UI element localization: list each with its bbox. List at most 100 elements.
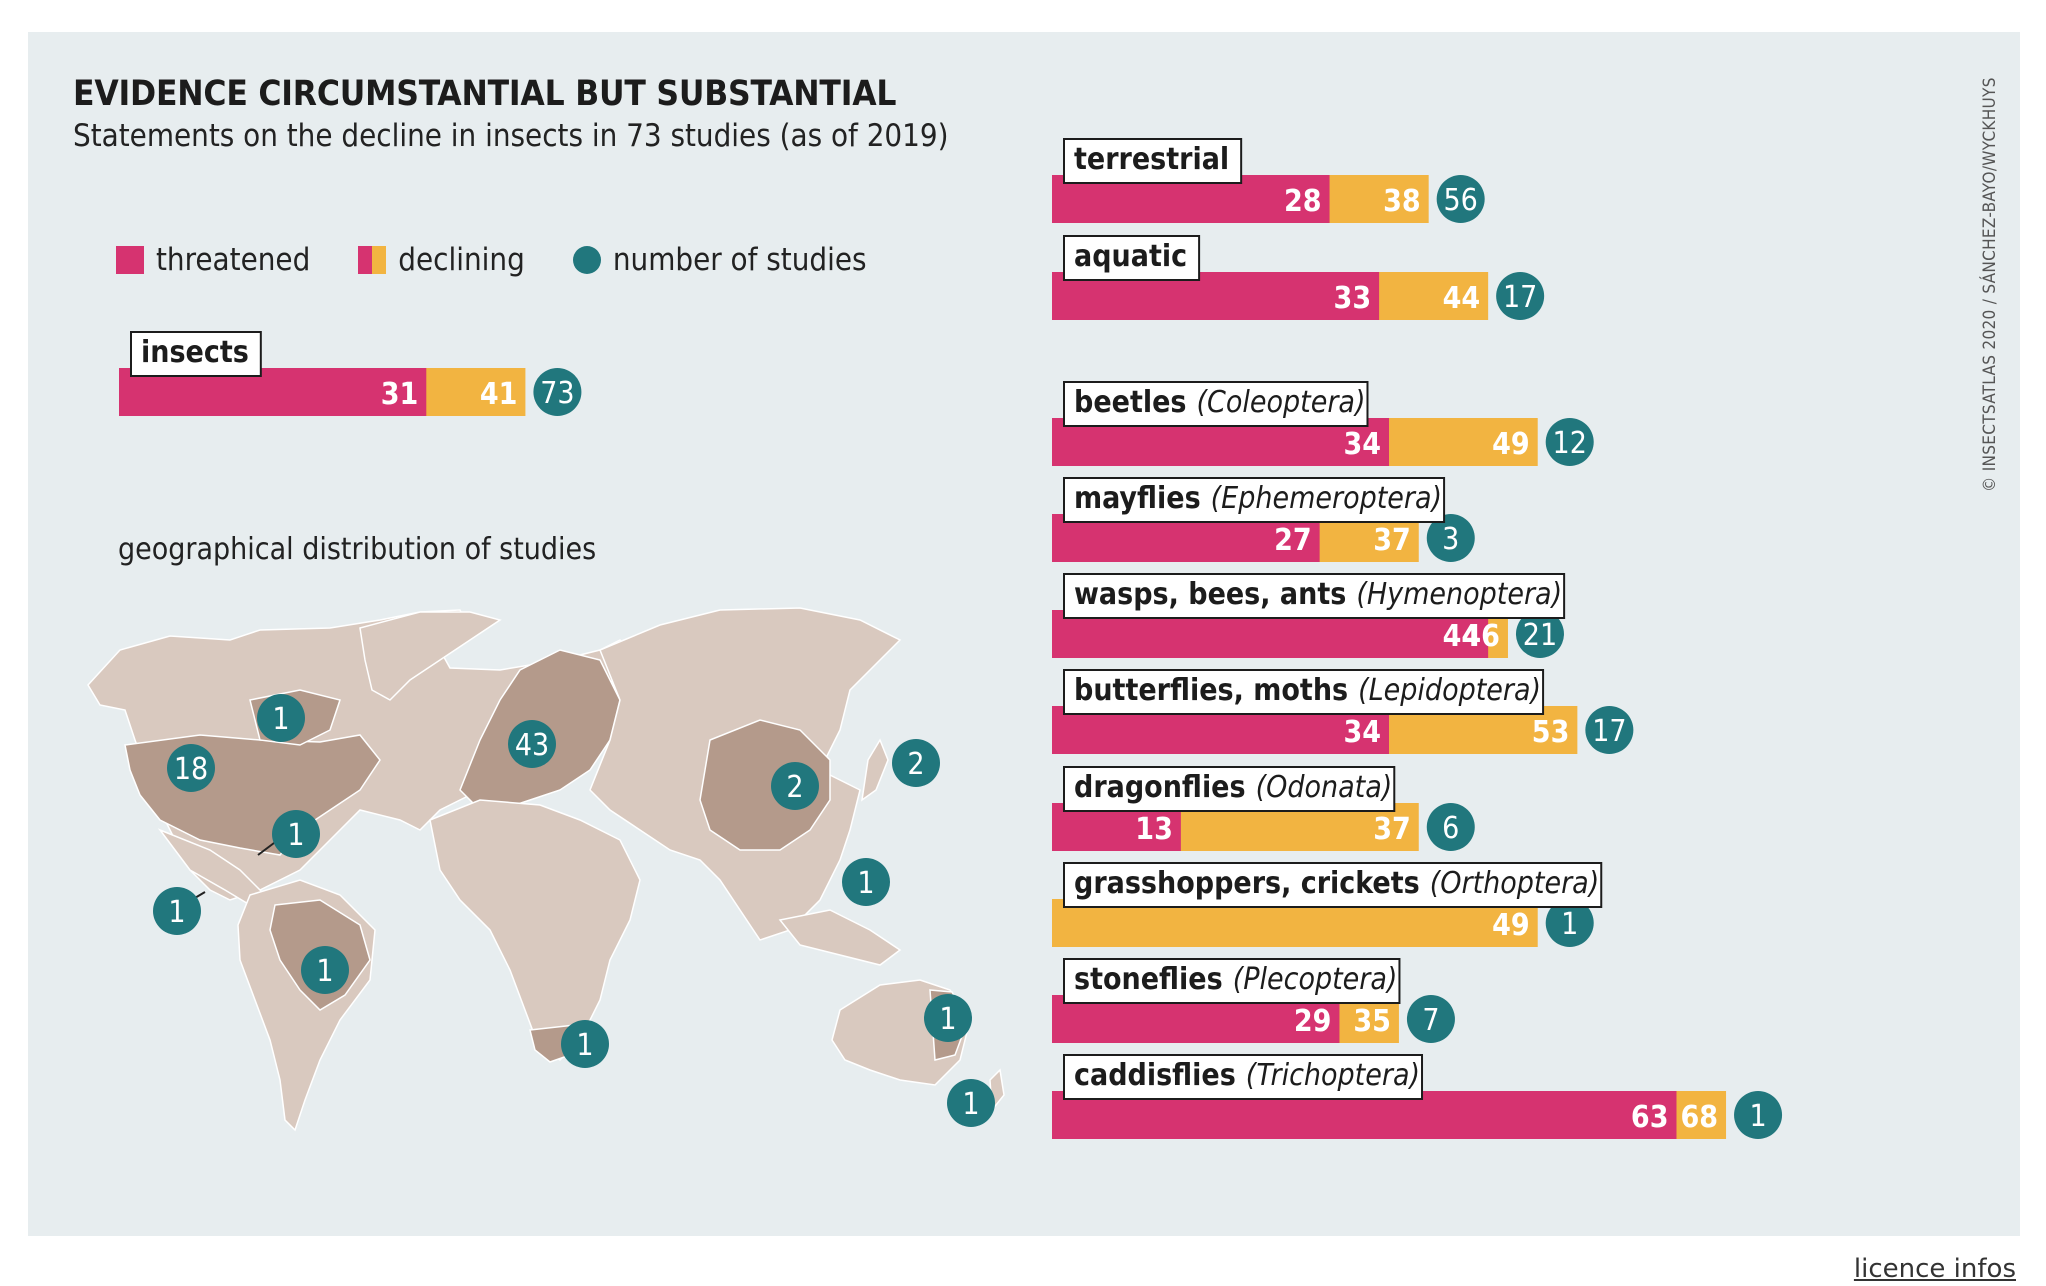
category-latin: (Coleoptera) [1196, 385, 1365, 420]
bar-threatened-label: 31 [381, 377, 419, 412]
category-label-box [1063, 862, 1603, 908]
category-label-box [1063, 381, 1369, 427]
map-japan [860, 738, 889, 802]
category-name: dragonflies [1074, 770, 1246, 805]
category-label: wasps, bees, ants (Hymenoptera) [1074, 577, 1562, 612]
map-marker-count: 1 [272, 702, 289, 737]
chart-title: EVIDENCE CIRCUMSTANTIAL BUT SUBSTANTIAL [73, 74, 897, 114]
category-label-box [1063, 138, 1243, 184]
map-marker-dot [842, 858, 890, 906]
category-label-box [1063, 669, 1545, 715]
map-marker-dot [771, 762, 819, 810]
map-marker-count: 1 [287, 818, 304, 853]
map-marker-dot [153, 887, 201, 935]
legend-studies-dot [572, 246, 601, 274]
category-label: beetles (Coleoptera) [1074, 385, 1365, 420]
bar-declining-label: 41 [480, 377, 518, 412]
map-usa [124, 734, 381, 856]
category-latin: (Plecoptera) [1233, 962, 1398, 997]
category-latin: (Orthoptera) [1430, 866, 1600, 901]
legend-threatened-swatch [116, 246, 144, 274]
map-marker-count: 1 [168, 895, 185, 930]
category-latin: (Trichoptera) [1246, 1058, 1420, 1093]
studies-dot [1734, 1091, 1783, 1139]
category-label: grasshoppers, crickets (Orthoptera) [1074, 866, 1599, 901]
licence-link[interactable]: licence infos [1853, 1254, 2016, 1284]
category-latin: (Odonata) [1256, 770, 1393, 805]
studies-dot [1426, 803, 1475, 851]
bar-threatened-label: 34 [1343, 715, 1381, 750]
map-marker-count: 1 [857, 866, 874, 901]
category-label: aquatic [1074, 239, 1187, 274]
studies-dot [1515, 610, 1564, 658]
map-marker-count: 1 [962, 1087, 979, 1122]
studies-dot [1545, 899, 1594, 947]
studies-count: 7 [1422, 1003, 1439, 1038]
map-marker-southeast-asia: 1 [842, 858, 890, 906]
chart-subtitle: Statements on the decline in insects in … [73, 118, 949, 154]
category-name: caddisflies [1074, 1058, 1236, 1093]
map-marker-europe: 43 [508, 720, 556, 768]
studies-count: 6 [1442, 811, 1459, 846]
bar-row-aquatic: 33 44 17 aquatic [1052, 235, 1545, 320]
bar-row-caddisflies: 63 68 1 caddisflies (Trichoptera) [1052, 1054, 1783, 1139]
legend-studies-label: number of studies [612, 242, 867, 278]
category-name: wasps, bees, ants [1074, 577, 1346, 612]
category-label-box [130, 331, 262, 377]
bar-declining-label: 44 [1443, 281, 1481, 316]
studies-count: 3 [1442, 522, 1459, 557]
studies-count: 17 [1592, 714, 1626, 749]
map-marker-dot [167, 744, 215, 792]
category-label-box [1063, 477, 1446, 523]
bar-declining-label: 68 [1680, 1100, 1718, 1135]
legend-declining-swatch [358, 246, 387, 274]
category-name: aquatic [1074, 239, 1187, 274]
bar-row-beetles: 34 49 12 beetles (Coleoptera) [1052, 381, 1594, 466]
studies-count: 1 [1561, 907, 1578, 942]
category-label: dragonflies (Odonata) [1074, 770, 1392, 805]
map-label: geographical distribution of studies [118, 532, 597, 567]
studies-dot [1585, 706, 1634, 754]
studies-dot [1406, 995, 1455, 1043]
category-name: butterflies, moths [1074, 673, 1348, 708]
category-label: terrestrial [1074, 142, 1229, 177]
map-marker-japan: 2 [892, 739, 940, 787]
legend-declining-label: declining [398, 242, 525, 278]
category-name: stoneflies [1074, 962, 1223, 997]
bar-threatened-label: 44 [1443, 619, 1481, 654]
legend-studies: number of studies [572, 242, 867, 278]
legend-declining: declining [358, 242, 525, 278]
bar-threatened-label: 28 [1284, 184, 1322, 219]
bar-declining-label: 35 [1353, 1004, 1391, 1039]
bar-row-grasshoppers-crickets: 49 1 grasshoppers, crickets (Orthoptera) [1052, 862, 1603, 947]
map-africa [429, 799, 641, 1061]
category-name: grasshoppers, crickets [1074, 866, 1420, 901]
category-label-box [1063, 766, 1396, 812]
bar-threatened-label: 29 [1294, 1004, 1332, 1039]
bar-declining-label: 49 [1492, 427, 1530, 462]
map-marker-central-america: 1 [153, 887, 201, 935]
legend-threatened-label: threatened [156, 242, 311, 278]
bar-row-terrestrial: 28 38 56 terrestrial [1052, 138, 1485, 223]
map-marker-dot [947, 1079, 995, 1127]
map-marker-count: 18 [174, 752, 208, 787]
bar-row-dragonflies: 13 37 6 dragonflies (Odonata) [1052, 766, 1475, 851]
bar-row-stoneflies: 29 35 7 stoneflies (Plecoptera) [1052, 958, 1455, 1043]
map-marker-dot [508, 720, 556, 768]
category-name: terrestrial [1074, 142, 1229, 177]
bar-row-insects: 31 41 73 insects [119, 331, 582, 416]
category-latin: (Lepidoptera) [1358, 673, 1541, 708]
category-label: insects [141, 335, 249, 370]
bar-row-mayflies: 27 37 3 mayflies (Ephemeroptera) [1052, 477, 1475, 562]
category-label: mayflies (Ephemeroptera) [1074, 481, 1442, 516]
map-marker-count: 43 [515, 728, 549, 763]
studies-dot [533, 368, 582, 416]
map-marker-brazil: 1 [301, 946, 349, 994]
map-marker-count: 1 [576, 1028, 593, 1063]
category-label: stoneflies (Plecoptera) [1074, 962, 1397, 997]
bar-threatened-label: 33 [1334, 281, 1372, 316]
map-marker-dot [924, 994, 972, 1042]
studies-count: 17 [1503, 280, 1537, 315]
map-china [699, 719, 831, 851]
